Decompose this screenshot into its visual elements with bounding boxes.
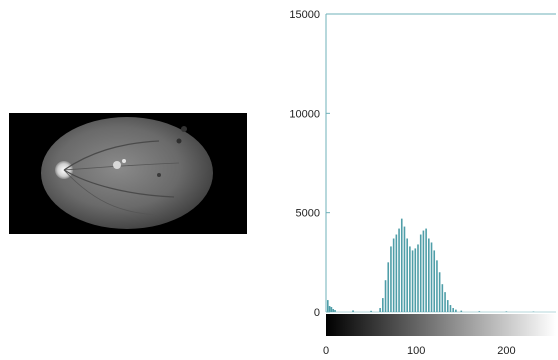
histogram-bar [395,234,398,312]
x-tick-label: 0 [323,345,329,357]
histogram-bar [352,310,354,312]
histogram-bar [327,300,329,312]
grayscale-colorbar [326,314,556,336]
histogram-bar [379,308,381,312]
histogram-bars [327,218,535,312]
histogram-bar [370,310,372,312]
histogram-bar [382,298,384,312]
histogram-bar [406,238,408,312]
histogram-bar [332,309,335,312]
histogram-bar [433,250,436,312]
y-tick-label: 5000 [296,208,320,220]
retina-fundus-image [41,117,213,229]
histogram-bar [334,310,336,312]
fundus-image-panel [9,113,247,234]
histogram-bar [414,248,417,312]
histogram-bar [478,311,481,312]
x-axis-ticks: 0 100 200 [323,345,516,357]
y-tick-label: 0 [314,307,320,319]
histogram-bar [446,300,449,312]
histogram-bar [419,234,422,312]
histogram-bar [411,250,414,312]
histogram-bar [436,260,438,312]
histogram-bar [455,309,457,312]
histogram-bar [403,226,406,312]
y-tick-label: 10000 [289,108,320,120]
histogram-bar [409,246,411,312]
histogram-bar [449,305,452,312]
histogram-bar [505,311,508,312]
histogram-bar [444,292,446,312]
histogram-bar [400,218,403,312]
histogram-bar [392,238,395,312]
histogram-bar [441,284,444,312]
histogram-bar [417,244,419,312]
histogram-bar [328,306,331,312]
x-tick-label: 200 [497,345,515,357]
histogram-bar [425,228,427,312]
histogram-bar [330,307,333,312]
y-axis-ticks: 0 5000 10000 15000 [289,9,330,319]
histogram-bar [390,246,392,312]
histogram-bar [452,308,454,312]
plot-frame [325,13,556,313]
histogram-bar [460,310,463,312]
histogram-bar [422,230,425,312]
histogram-bar [387,262,390,312]
x-tick-label: 100 [407,345,425,357]
y-tick-label: 15000 [289,9,320,21]
histogram-bar [438,272,441,312]
histogram-bar [430,242,433,312]
histogram-bar [428,238,430,312]
histogram-bar [398,228,400,312]
histogram-bar [384,280,387,312]
